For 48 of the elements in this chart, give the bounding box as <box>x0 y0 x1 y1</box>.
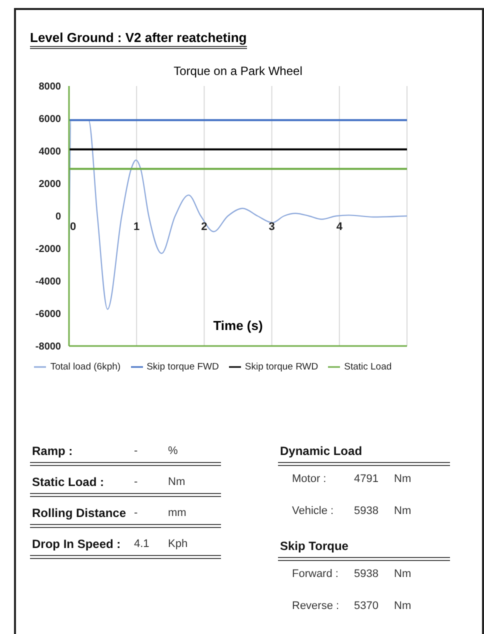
text: Static Load : <box>32 475 104 489</box>
chart-title: Level Ground : V2 after reatcheting <box>30 30 247 49</box>
y-tick-label: -8000 <box>35 342 62 353</box>
text: 4791 <box>354 473 378 485</box>
y-tick-label: 6000 <box>38 114 62 126</box>
legend-label: Skip torque FWD <box>146 362 219 373</box>
legend-label: Total load (6kph) <box>50 362 121 373</box>
text: 5370 <box>354 600 378 612</box>
y-tick-label: -2000 <box>35 244 62 256</box>
text: Reverse : <box>292 600 340 612</box>
text: Nm <box>394 473 412 485</box>
x-tick-label: 0 <box>70 221 76 233</box>
chart-subtitle: Torque on a Park Wheel <box>172 64 304 78</box>
text: Nm <box>394 505 412 517</box>
text: Nm <box>168 476 186 488</box>
text: 4.1 <box>134 538 150 550</box>
text: Kph <box>168 538 188 550</box>
text: % <box>168 445 178 457</box>
text: Vehicle : <box>292 505 334 517</box>
text: - <box>134 507 138 519</box>
text: Motor : <box>292 473 326 485</box>
text: - <box>134 445 138 457</box>
y-tick-label: 2000 <box>38 179 62 190</box>
text: Ramp : <box>32 444 73 458</box>
text: - <box>134 476 138 488</box>
text: 5938 <box>354 505 378 517</box>
y-tick-label: -4000 <box>35 276 62 288</box>
x-axis-title: Time (s) <box>212 318 264 333</box>
text: Dynamic Load <box>280 444 362 458</box>
y-tick-label: 4000 <box>38 146 62 158</box>
line-series <box>69 120 407 310</box>
x-tick-label: 1 <box>134 221 140 233</box>
y-tick-label: 8000 <box>38 82 62 93</box>
legend-label: Static Load <box>344 362 392 373</box>
text: Nm <box>394 568 412 580</box>
x-tick-label: 3 <box>268 221 275 233</box>
text: Drop In Speed : <box>32 537 121 551</box>
x-tick-label: 4 <box>336 221 344 233</box>
text: mm <box>168 507 186 519</box>
text: Rolling Distance <box>32 506 126 520</box>
text: 5938 <box>354 568 378 580</box>
text: Forward : <box>292 568 338 580</box>
legend-label: Skip torque RWD <box>244 362 318 373</box>
y-tick-label: 0 <box>55 212 62 223</box>
y-tick-label: -6000 <box>35 309 62 320</box>
text: Skip Torque <box>280 539 348 553</box>
x-tick-label: 2 <box>201 221 208 233</box>
text: Nm <box>394 600 412 612</box>
